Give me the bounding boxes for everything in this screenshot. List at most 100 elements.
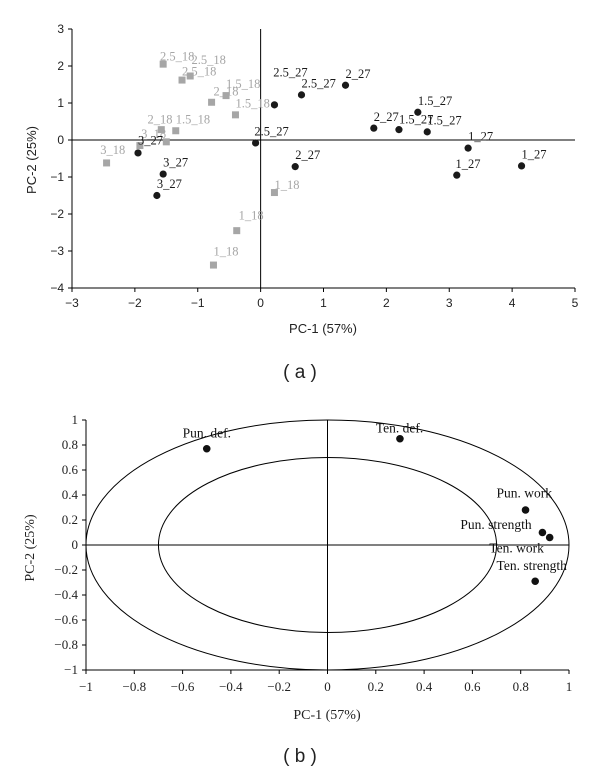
x-tick-label: −1 [79,679,93,694]
x-tick-label: 0 [324,679,331,694]
point-27 [153,191,161,200]
point-27 [517,162,526,170]
caption-b: ( b ) [283,746,317,767]
y-tick-label: 0.8 [62,437,78,452]
x-tick-label: 0.6 [464,679,481,694]
x-tick-label: 1 [320,296,327,310]
variable-point [531,577,539,586]
variable-label: Pun. strength [460,517,532,532]
point-label: 2.5_18 [160,49,194,63]
y-tick-label: 1 [57,96,64,110]
point-27 [453,171,461,179]
y-tick-label: 0 [57,133,64,147]
point-27 [370,124,378,132]
y-tick-label: −4 [50,281,64,295]
point-label: 1_27 [456,157,481,171]
x-tick-label: 2 [383,296,390,310]
point-27 [341,81,350,89]
point-27 [270,101,279,109]
y-tick-label: −0.6 [54,612,78,627]
x-tick-label: −1 [191,296,205,310]
inner-correlation-circle [157,457,498,633]
point-label: 2.5_27 [254,125,288,139]
plot-a-xlabel: PC-1 (57%) [289,321,357,336]
point-label: 1_18 [274,178,299,192]
point-18 [186,72,194,80]
point-18 [172,127,180,135]
point-label: 1_18 [239,209,264,223]
point-label: 2_18 [213,85,238,99]
point-27 [414,108,422,116]
point-label: 3_18 [141,127,166,141]
y-tick-label: −0.4 [54,587,78,602]
point-label: 2.5_27 [301,76,335,90]
point-18 [162,138,170,146]
y-tick-label: 0.2 [62,512,78,527]
y-tick-label: 0.4 [62,487,79,502]
variable-point [538,528,547,537]
outer-correlation-circle [85,419,570,671]
point-18 [270,189,278,197]
x-tick-label: 0.8 [513,679,529,694]
x-tick-label: −0.6 [171,679,195,694]
plot-b-xlabel: PC-1 (57%) [293,708,361,723]
y-tick-label: 3 [57,22,64,36]
point-label: 3_27 [157,177,182,191]
point-label: 2_27 [295,148,320,162]
x-tick-label: 5 [572,296,579,310]
point-27 [423,128,431,136]
point-label: 2_27 [374,110,399,124]
point-27 [159,170,167,178]
point-18 [209,261,217,269]
variable-label: Pun. def. [183,426,231,441]
variable-point [396,434,404,443]
variable-point [202,444,211,453]
point-18 [222,92,230,100]
point-18 [231,111,239,119]
x-tick-label: 1 [566,679,573,694]
point-label: 3_27 [163,156,188,170]
point-label: 1_27 [468,130,493,144]
point-label: 3_18 [100,143,125,157]
variable-label: Ten. work [489,541,544,556]
plot-b-points [202,434,554,586]
point-18 [159,60,167,68]
plot-b-frame [85,419,570,671]
point-27 [464,144,472,152]
point-label: 2.5_18 [191,53,225,67]
y-tick-label: 0 [72,537,79,552]
x-tick-label: −3 [65,296,79,310]
point-27 [251,139,260,147]
x-tick-label: 4 [509,296,516,310]
variable-point [545,533,554,542]
point-18 [233,227,241,235]
y-tick-label: −0.2 [54,562,78,577]
y-tick-label: −1 [64,662,78,677]
point-18 [208,98,216,106]
point-18 [157,126,165,134]
y-tick-label: −0.8 [54,637,78,652]
plot-b-labels: Pun. def. Ten. def. Pun. work Pun. strength… [183,421,567,574]
y-tick-label: −2 [50,207,64,221]
x-tick-label: −0.2 [267,679,291,694]
point-label: 2.5_27 [273,65,307,79]
point-label: 2_27 [346,67,371,81]
x-tick-label: 0 [257,296,264,310]
y-tick-label: 0.6 [62,462,79,477]
variable-label: Ten. def. [376,421,423,436]
point-27 [134,149,142,157]
point-18 [103,159,111,167]
y-tick-label: 1 [72,412,79,427]
x-tick-label: 0.4 [416,679,433,694]
plot-a-labels: 2.5_182.5_182.5_181.5_182_181.5_182_18 1.… [100,49,546,258]
variable-label: Pun. work [497,486,553,501]
y-tick-label: 2 [57,59,64,73]
point-label: 1.5_18 [235,96,269,110]
point-label: 1.5_27 [399,112,433,126]
plot-a-frame [71,29,575,289]
point-18 [136,142,144,150]
y-tick-label: −3 [50,244,64,258]
point-label: 2_18 [147,112,172,126]
